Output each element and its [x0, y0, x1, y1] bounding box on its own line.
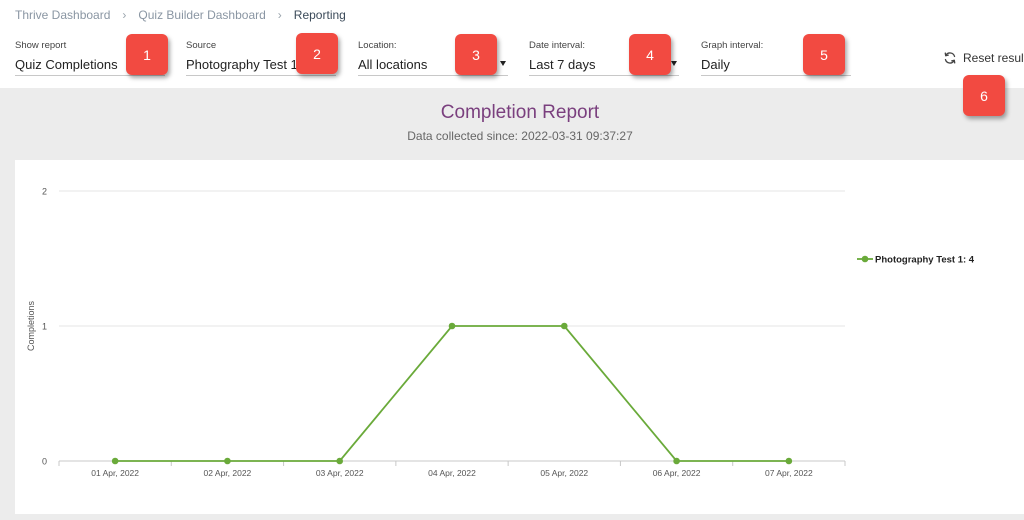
annotation-badge-3: 3	[455, 34, 497, 75]
chart-panel: 0 1 2 01 Apr, 2022 02 Apr, 2022 03 Apr, 2022 0…	[15, 160, 1024, 514]
location-label: Location:	[358, 40, 397, 51]
x-tick-label: 06 Apr, 2022	[653, 468, 701, 478]
breadcrumb-quiz-builder-dashboard[interactable]: Quiz Builder Dashboard	[138, 8, 266, 22]
reset-results-label: Reset results	[963, 51, 1024, 65]
date-interval-label: Date interval:	[529, 40, 585, 51]
legend-marker-point	[861, 255, 869, 263]
show-report-value[interactable]: Quiz Completions	[15, 57, 118, 72]
x-tick-label: 07 Apr, 2022	[765, 468, 813, 478]
report-header: Thrive Dashboard › Quiz Builder Dashboar…	[0, 0, 1024, 88]
caret-down-icon	[500, 61, 506, 66]
series-line	[115, 325, 789, 462]
location-select[interactable]: Location: All locations	[358, 40, 508, 76]
chevron-right-icon: ›	[277, 8, 282, 22]
y-tick-label: 1	[42, 322, 47, 332]
data-point	[111, 457, 119, 465]
x-tick-label: 01 Apr, 2022	[91, 468, 139, 478]
graph-interval-select[interactable]: Graph interval: Daily	[701, 40, 851, 76]
data-point	[336, 457, 344, 465]
reset-results-button[interactable]: Reset results	[943, 51, 1024, 65]
annotation-badge-4: 4	[629, 34, 671, 75]
y-tick-label: 0	[42, 457, 47, 467]
chevron-right-icon: ›	[122, 8, 127, 22]
x-tick-label: 04 Apr, 2022	[428, 468, 476, 478]
show-report-label: Show report	[15, 40, 67, 51]
data-point	[224, 457, 231, 465]
y-axis-label: Completions	[26, 300, 36, 351]
graph-interval-value[interactable]: Daily	[701, 57, 730, 72]
data-point	[560, 322, 568, 330]
date-interval-value[interactable]: Last 7 days	[529, 57, 596, 72]
x-tick-label: 03 Apr, 2022	[316, 468, 364, 478]
report-title: Completion Report	[440, 102, 600, 123]
caret-down-icon	[671, 61, 677, 66]
breadcrumb-thrive-dashboard[interactable]: Thrive Dashboard	[15, 8, 111, 22]
data-point	[785, 457, 793, 465]
refresh-icon	[944, 52, 956, 64]
completion-line-chart: 0 1 2 01 Apr, 2022 02 Apr, 2022 03 Apr, 2022 0…	[26, 187, 975, 479]
breadcrumb-current-page: Reporting	[293, 8, 346, 22]
location-value[interactable]: All locations	[358, 57, 428, 72]
data-point	[673, 457, 680, 465]
annotation-badge-1: 1	[126, 34, 168, 75]
graph-interval-label: Graph interval:	[701, 40, 764, 51]
x-tick-label: 05 Apr, 2022	[540, 468, 588, 478]
y-tick-label: 2	[42, 187, 47, 197]
legend-entry: Photography Test 1: 4	[875, 255, 975, 266]
annotation-badge-2: 2	[296, 33, 338, 74]
breadcrumb: Thrive Dashboard › Quiz Builder Dashboar…	[15, 7, 346, 23]
show-report-select[interactable]: Show report Quiz Completions	[15, 40, 165, 76]
source-value[interactable]: Photography Test 1	[186, 57, 298, 72]
date-interval-select[interactable]: Date interval: Last 7 days	[529, 40, 679, 76]
data-point	[448, 322, 456, 330]
annotation-badge-6: 6	[963, 75, 1005, 116]
x-tick-label: 02 Apr, 2022	[204, 468, 252, 478]
source-label: Source	[186, 40, 217, 51]
source-select[interactable]: Source Photography Test 1	[186, 40, 336, 76]
report-subtitle: Data collected since: 2022-03-31 09:37:2…	[407, 129, 633, 143]
annotation-badge-5: 5	[803, 34, 845, 75]
